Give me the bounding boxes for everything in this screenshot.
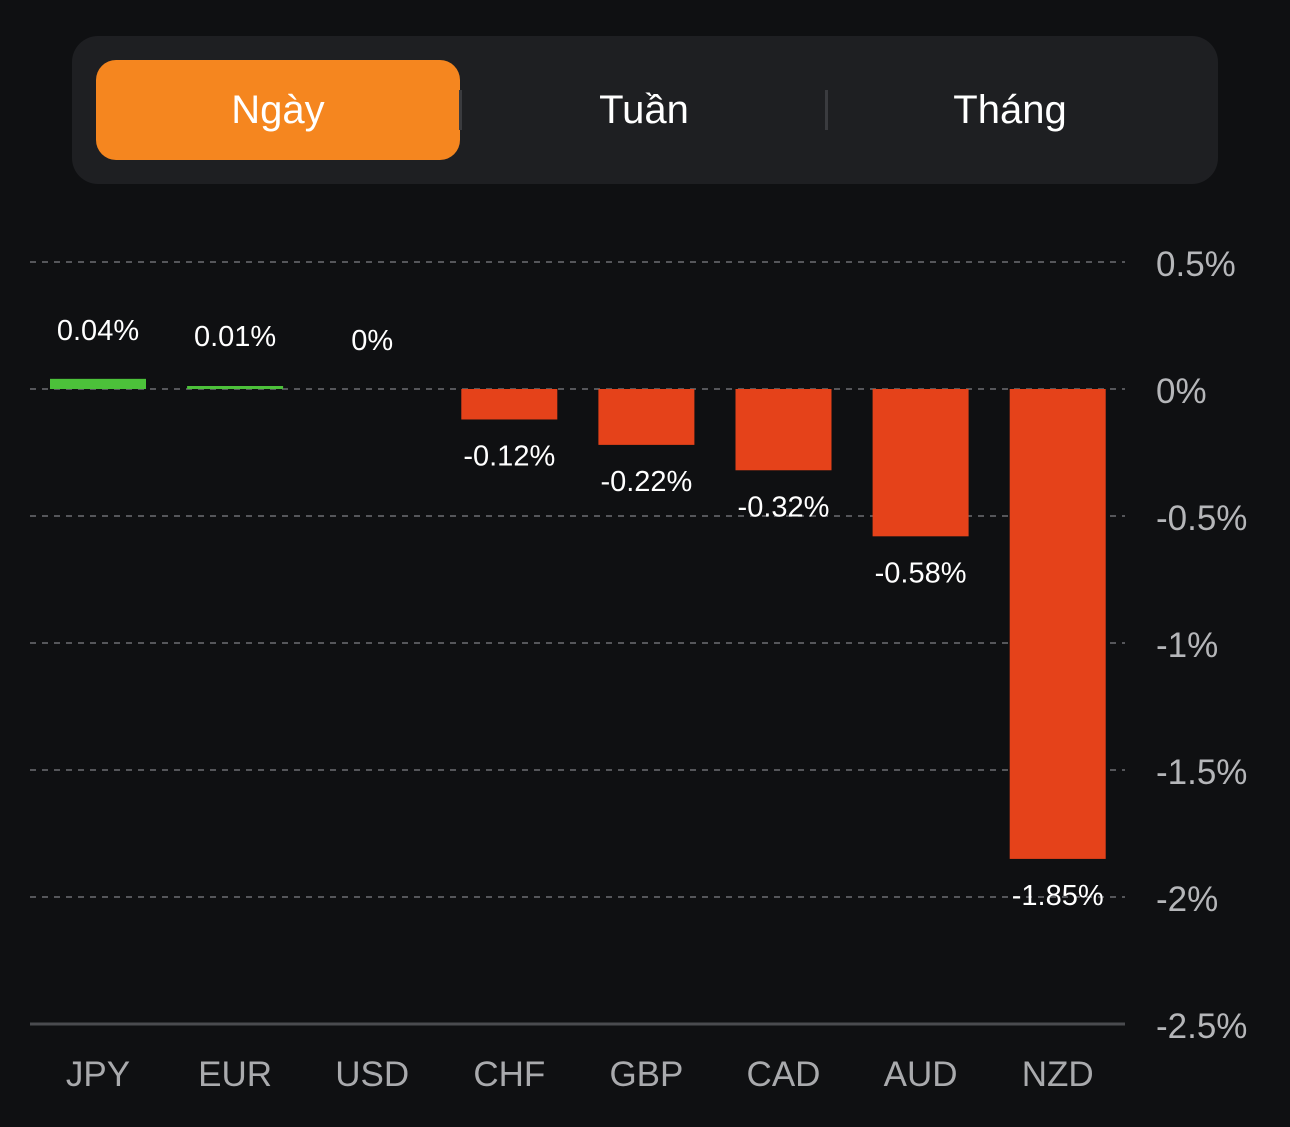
value-label: 0% bbox=[351, 325, 393, 357]
bar-jpy bbox=[50, 378, 146, 389]
bar-nzd bbox=[1009, 389, 1106, 859]
value-label: -0.22% bbox=[600, 466, 692, 498]
x-tick-label: GBP bbox=[609, 1055, 683, 1094]
value-label: 0.04% bbox=[57, 315, 139, 347]
y-tick-label: -2.5% bbox=[1156, 1007, 1247, 1046]
bar-cad bbox=[735, 389, 832, 471]
x-tick-label: NZD bbox=[1022, 1055, 1094, 1094]
segment-divider bbox=[825, 90, 828, 130]
y-tick-label: -1% bbox=[1156, 626, 1218, 665]
x-tick-label: USD bbox=[335, 1055, 409, 1094]
y-tick-label: -0.5% bbox=[1156, 499, 1247, 538]
tab-month[interactable]: Tháng bbox=[953, 87, 1067, 132]
bar-eur bbox=[187, 386, 284, 389]
y-tick-label: 0% bbox=[1156, 372, 1207, 411]
tab-day[interactable]: Ngày bbox=[96, 60, 460, 160]
tab-week[interactable]: Tuần bbox=[599, 87, 689, 132]
period-segmented-control: Ngày Tuần Tháng bbox=[72, 36, 1218, 184]
bar-gbp bbox=[598, 389, 695, 445]
x-tick-label: CHF bbox=[473, 1055, 545, 1094]
bar-aud bbox=[872, 389, 969, 537]
value-label: -0.32% bbox=[738, 491, 830, 523]
x-tick-label: CAD bbox=[747, 1055, 821, 1094]
x-tick-label: EUR bbox=[198, 1055, 272, 1094]
value-label: -0.58% bbox=[875, 557, 967, 589]
y-tick-label: -2% bbox=[1156, 880, 1218, 919]
bar-chf bbox=[461, 389, 558, 420]
y-tick-label: -1.5% bbox=[1156, 753, 1247, 792]
x-tick-label: AUD bbox=[884, 1055, 958, 1094]
value-label: 0.01% bbox=[194, 321, 276, 353]
y-tick-label: 0.5% bbox=[1156, 245, 1236, 284]
value-label: -0.12% bbox=[463, 440, 555, 472]
segment-divider bbox=[459, 90, 462, 130]
x-tick-label: JPY bbox=[66, 1055, 130, 1094]
value-label: -1.85% bbox=[1012, 880, 1104, 912]
